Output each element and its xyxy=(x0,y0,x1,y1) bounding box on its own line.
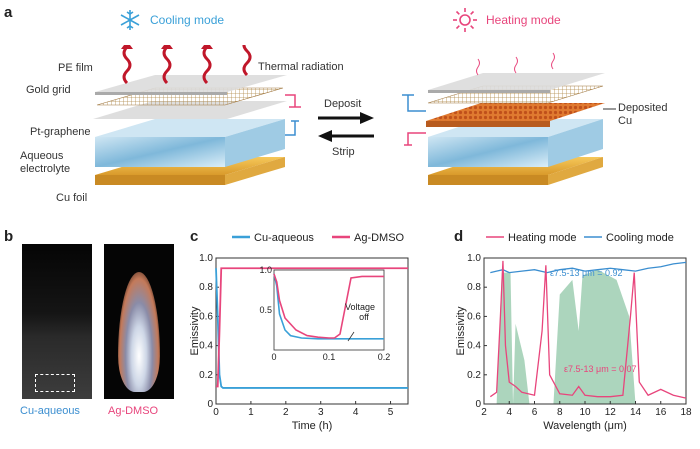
inset-y-tick-label: 1.0 xyxy=(259,265,272,275)
inset-series-line xyxy=(273,273,384,340)
x-tick-label: 18 xyxy=(680,407,692,418)
inset-x-tick-label: 0.1 xyxy=(323,352,336,362)
snowflake-icon xyxy=(120,10,140,30)
cooling-device-diagram xyxy=(93,45,301,185)
y-tick-label: 0 xyxy=(207,399,213,410)
plot-frame xyxy=(215,257,409,405)
y-tick-label: 0.2 xyxy=(467,370,481,381)
x-axis-label: Wavelength (μm) xyxy=(543,420,627,432)
panel-c-letter: c xyxy=(190,228,199,245)
series-line-cooling-mode xyxy=(490,261,687,274)
inset-y-tick-label: 0.5 xyxy=(259,305,272,315)
emissivity-wavelength-chart: 2 4 6 8 10 12 14 16 18 0 0.2 0.4 0.6 0.8 1.0 Wavelength… xyxy=(455,232,692,432)
x-tick-label: 3 xyxy=(318,407,324,418)
inset-x-tick-label: 0 xyxy=(271,352,276,362)
y-tick-label: 0.8 xyxy=(199,282,213,293)
legend-label: Cu-aqueous xyxy=(254,232,314,244)
emissivity-time-chart: 0 1 2 3 4 5 0 0.2 0.4 0.6 0.8 1.0 Time (h) Emissivity… xyxy=(189,232,409,432)
y-tick-label: 0.6 xyxy=(467,311,481,322)
sample-marker xyxy=(35,374,75,392)
strip-arrow-icon xyxy=(318,130,374,142)
caption-cu-aqueous: Cu-aqueous xyxy=(20,405,80,417)
x-tick-label: 4 xyxy=(506,407,512,418)
label-deposited-cu: Deposited Cu xyxy=(618,102,668,127)
heating-mode-title: Heating mode xyxy=(486,13,561,27)
legend-label: Ag-DMSO xyxy=(354,232,405,244)
y-axis-label: Emissivity xyxy=(189,306,201,355)
x-tick-label: 2 xyxy=(283,407,289,418)
strip-label: Strip xyxy=(332,146,355,158)
panel-a-letter: a xyxy=(4,4,13,21)
x-tick-label: 10 xyxy=(579,407,591,418)
inset-annotation: Voltage off xyxy=(345,302,375,322)
label-gold-grid: Gold grid xyxy=(26,84,71,96)
label-pe-film: PE film xyxy=(58,62,93,74)
label-thermal-radiation: Thermal radiation xyxy=(258,61,344,73)
x-tick-label: 4 xyxy=(353,407,359,418)
y-axis-label: Emissivity xyxy=(455,306,467,355)
inset-series-line xyxy=(273,273,384,339)
heating-annotation: ε7.5-13 μm = 0.07 xyxy=(564,364,637,374)
series-line-ag-dmso xyxy=(216,267,408,388)
label-pt-graphene: Pt-graphene xyxy=(30,126,91,138)
y-tick-label: 0.8 xyxy=(467,282,481,293)
y-tick-label: 1.0 xyxy=(199,253,213,264)
y-tick-label: 0 xyxy=(475,399,481,410)
label-cu-foil: Cu foil xyxy=(56,192,88,204)
x-tick-label: 5 xyxy=(388,407,394,418)
inset-x-tick-label: 0.2 xyxy=(378,352,391,362)
x-tick-label: 1 xyxy=(248,407,254,418)
y-tick-label: 1.0 xyxy=(467,253,481,264)
sun-icon xyxy=(453,8,477,32)
x-tick-label: 6 xyxy=(532,407,538,418)
y-tick-label: 0.4 xyxy=(199,341,213,352)
legend-label: Cooling mode xyxy=(606,232,674,244)
y-tick-label: 0.4 xyxy=(467,341,481,352)
legend-label: Heating mode xyxy=(508,232,577,244)
x-tick-label: 16 xyxy=(655,407,667,418)
panel-d-letter: d xyxy=(454,228,464,245)
deposit-label: Deposit xyxy=(324,98,362,110)
cu-aqueous-photo xyxy=(22,244,92,399)
flame-shape xyxy=(118,272,160,392)
x-tick-label: 14 xyxy=(630,407,642,418)
y-tick-label: 0.6 xyxy=(199,311,213,322)
caption-ag-dmso: Ag-DMSO xyxy=(108,405,159,417)
x-axis-label: Time (h) xyxy=(292,420,333,432)
x-tick-label: 0 xyxy=(213,407,219,418)
deposit-arrow-icon xyxy=(318,112,374,124)
series-line-heating-mode xyxy=(489,260,687,399)
cooling-annotation: ε7.5-13 μm = 0.92 xyxy=(550,268,623,278)
annotation-pointer xyxy=(347,331,355,342)
x-tick-label: 12 xyxy=(605,407,617,418)
ag-dmso-photo xyxy=(104,244,174,399)
cooling-mode-title: Cooling mode xyxy=(150,13,225,27)
y-tick-label: 0.2 xyxy=(199,370,213,381)
panel-b-letter: b xyxy=(4,228,14,245)
x-tick-label: 2 xyxy=(481,407,487,418)
label-aqueous-electrolyte: Aqueous electrolyte xyxy=(20,150,71,175)
x-tick-label: 8 xyxy=(557,407,563,418)
heating-device-diagram xyxy=(402,52,616,185)
atmospheric-window-fill xyxy=(496,269,636,404)
